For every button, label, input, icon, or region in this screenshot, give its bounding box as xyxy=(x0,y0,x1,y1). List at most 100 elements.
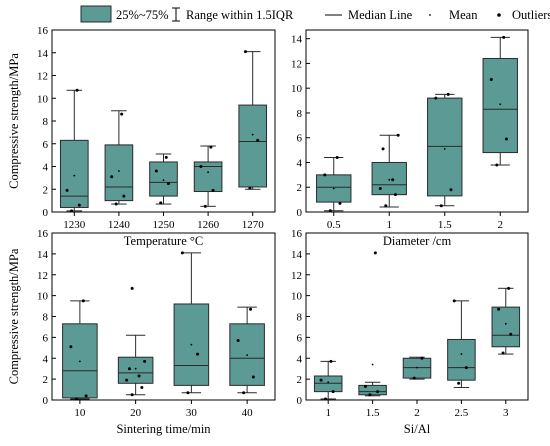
data-point xyxy=(69,345,73,349)
data-point xyxy=(81,299,85,303)
iqr-box xyxy=(313,375,343,393)
x-tick-label: 3 xyxy=(503,407,509,419)
iqr-box xyxy=(427,97,463,197)
chart-panel-1: 0 2 4 6 8 10 12 14 16 1230 1240 1250 1260 1270 Tempera… xyxy=(7,25,276,248)
y-tick-label: 10 xyxy=(291,291,303,303)
x-tick-label: 1 xyxy=(325,407,331,419)
data-point xyxy=(203,204,207,208)
iqr-box xyxy=(371,161,407,196)
y-tick-label: 12 xyxy=(37,71,48,83)
y-tick-label: 0 xyxy=(43,207,49,219)
y-tick-label: 14 xyxy=(291,249,303,261)
y-tick-label: 12 xyxy=(37,270,48,282)
x-tick-label: 2 xyxy=(498,219,504,231)
data-point xyxy=(446,92,450,96)
y-tick-label: 0 xyxy=(297,207,303,219)
y-tick-label: 2 xyxy=(43,374,49,386)
y-tick-label: 2 xyxy=(297,182,303,194)
data-point xyxy=(130,286,134,290)
y-tick-label: 10 xyxy=(37,93,49,105)
y-tick-label: 4 xyxy=(297,157,303,169)
data-point xyxy=(329,359,333,363)
data-point xyxy=(244,50,248,54)
data-point xyxy=(376,390,380,394)
data-point xyxy=(84,394,88,398)
x-tick-label: 20 xyxy=(130,407,142,419)
y-tick-label: 8 xyxy=(297,108,303,120)
data-point xyxy=(449,188,453,192)
y-tick-label: 10 xyxy=(291,83,303,95)
box-1240 xyxy=(104,110,134,206)
data-point xyxy=(396,133,400,137)
iqr-box xyxy=(117,356,154,384)
mean-marker xyxy=(73,174,76,177)
data-point xyxy=(251,375,255,379)
data-point xyxy=(180,251,184,255)
mean-marker xyxy=(416,366,418,369)
y-tick-label: 6 xyxy=(43,332,49,344)
box-2 xyxy=(402,356,432,380)
data-point xyxy=(363,384,367,388)
x-tick-label: 2 xyxy=(414,407,420,419)
x-tick-label: 1270 xyxy=(242,219,265,231)
iqr-box xyxy=(316,174,352,203)
box-20 xyxy=(117,286,154,397)
legend-box-label: 25%~75% xyxy=(116,8,169,22)
mean-marker xyxy=(499,103,502,106)
data-point xyxy=(140,385,144,389)
y-axis-label: Compressive strength/MPa xyxy=(7,53,21,189)
data-point xyxy=(130,393,134,397)
legend-mean-label: Mean xyxy=(449,8,478,22)
y-tick-label: 0 xyxy=(297,395,303,407)
legend-median-label: Median Line xyxy=(348,8,413,22)
y-tick-label: 6 xyxy=(43,139,49,151)
mean-marker xyxy=(327,381,330,384)
data-point xyxy=(114,202,118,206)
data-point xyxy=(373,251,377,255)
y-tick-label: 8 xyxy=(43,116,49,128)
mean-marker xyxy=(118,170,120,172)
box-1 xyxy=(371,133,407,208)
x-tick-label: 1260 xyxy=(197,219,220,231)
y-tick-label: 14 xyxy=(291,34,303,46)
y-tick-label: 2 xyxy=(43,184,49,196)
box-2.5 xyxy=(447,299,476,388)
mean-marker xyxy=(162,179,165,182)
box-0.5 xyxy=(316,156,352,213)
data-point xyxy=(159,201,163,205)
x-tick-label: 1 xyxy=(387,219,393,231)
data-point xyxy=(242,391,246,395)
data-point xyxy=(323,173,327,177)
box-3 xyxy=(491,286,521,355)
data-point xyxy=(381,147,385,151)
data-point xyxy=(256,138,260,142)
data-point xyxy=(154,169,158,173)
y-tick-label: 6 xyxy=(297,133,303,145)
x-axis-label: Diameter /cm xyxy=(383,234,452,248)
x-tick-label: 40 xyxy=(242,407,254,419)
data-point xyxy=(65,188,69,192)
data-point xyxy=(504,137,508,141)
box-1260 xyxy=(193,145,223,208)
data-point xyxy=(378,186,382,190)
legend: 25%~75% Range within 1.5IQR Median Line … xyxy=(80,5,550,23)
mean-marker xyxy=(190,343,193,346)
data-point xyxy=(464,366,468,370)
y-tick-label: 14 xyxy=(37,249,49,261)
iqr-box xyxy=(447,338,476,381)
legend-box-swatch xyxy=(80,5,112,23)
data-point xyxy=(420,356,424,360)
y-tick-label: 10 xyxy=(37,291,49,303)
data-point xyxy=(457,381,461,385)
y-tick-label: 6 xyxy=(297,332,303,344)
data-point xyxy=(489,78,493,82)
box-40 xyxy=(229,306,265,395)
chart-panel-3: 0 2 4 6 8 10 12 14 16 10 20 30 40 Sintering time/min C… xyxy=(7,228,276,436)
data-point xyxy=(335,156,339,160)
data-point xyxy=(125,378,129,382)
iqr-box xyxy=(59,139,89,208)
legend-whisker-label: Range within 1.5IQR xyxy=(186,8,294,22)
iqr-box xyxy=(358,384,387,396)
y-tick-label: 4 xyxy=(297,353,303,365)
